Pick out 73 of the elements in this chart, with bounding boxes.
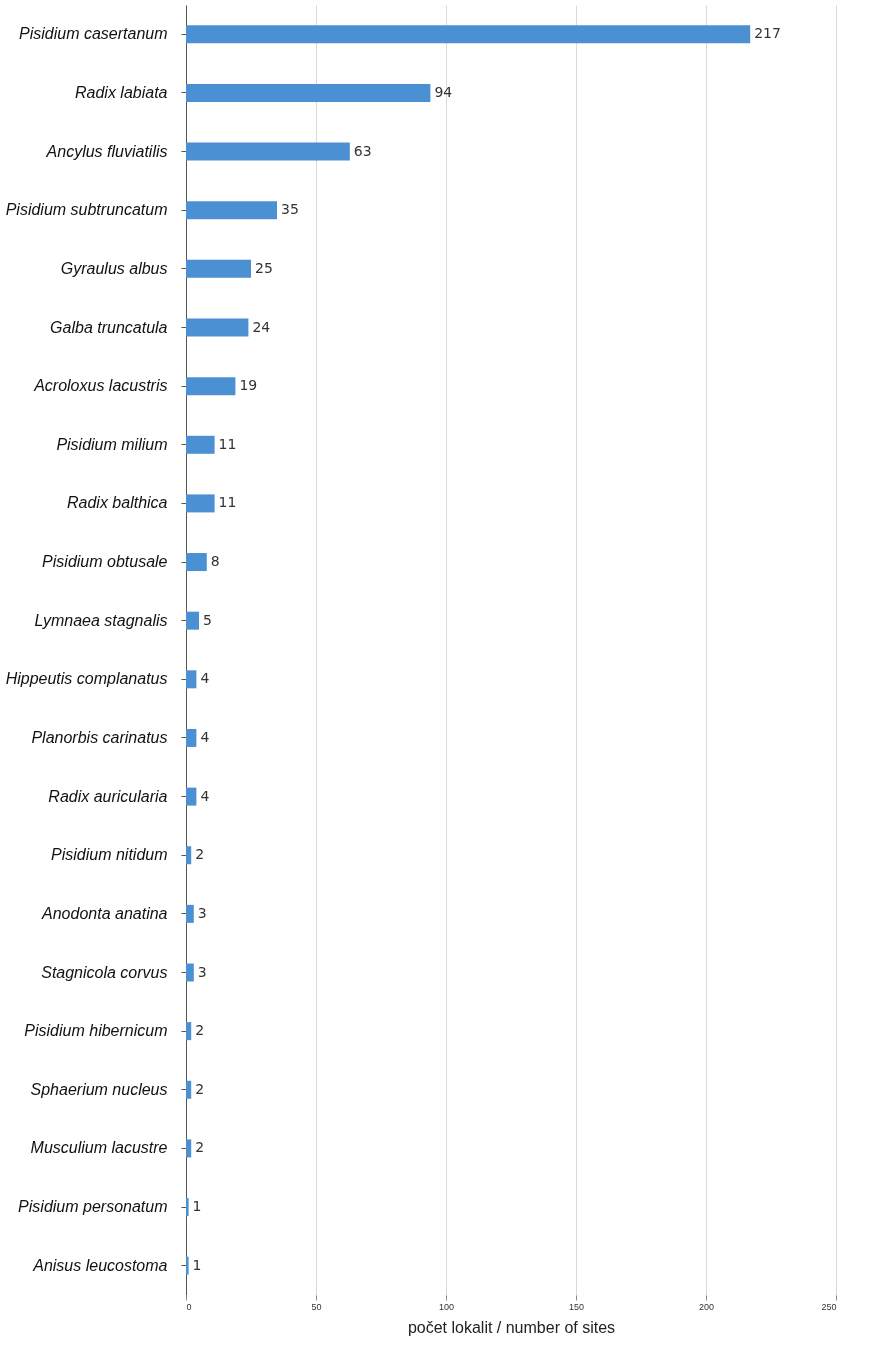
data-label: 24 (252, 318, 271, 335)
data-label: 11 (218, 494, 237, 511)
data-label: 3 (197, 963, 207, 980)
x-tick-label: 150 (568, 1301, 585, 1312)
x-tick-label: 100 (438, 1301, 455, 1312)
y-tick-label: Planorbis carinatus (31, 728, 168, 746)
data-label: 1 (192, 1256, 202, 1273)
bar (186, 787, 197, 806)
y-tick-label: Pisidium subtruncatum (5, 201, 168, 219)
data-label: 94 (434, 83, 453, 100)
bar (186, 846, 192, 865)
x-tick-label: 200 (698, 1301, 715, 1312)
bar (186, 318, 249, 337)
y-tick-label: Radix balthica (67, 494, 168, 512)
bar (186, 728, 197, 747)
y-tick-label: Anodonta anatina (41, 904, 168, 922)
bar (186, 83, 431, 102)
data-label: 2 (195, 1139, 205, 1156)
bar (186, 377, 236, 396)
data-label: 2 (195, 846, 205, 863)
x-tick-label: 250 (821, 1301, 837, 1312)
data-label: 4 (200, 670, 210, 687)
bar (186, 904, 194, 923)
x-axis-title: počet lokalit / number of sites (407, 1318, 616, 1336)
data-label: 8 (210, 553, 220, 570)
y-tick-label: Pisidium personatum (18, 1198, 168, 1216)
x-tick-label: 50 (311, 1301, 322, 1312)
bar (186, 1022, 192, 1041)
y-tick-label: Pisidium casertanum (19, 25, 168, 43)
bar (186, 670, 197, 689)
bar (186, 259, 251, 278)
y-tick-label: Radix labiata (75, 83, 168, 101)
data-label: 217 (754, 25, 781, 42)
y-tick-label: Acroloxus lacustris (33, 377, 168, 395)
data-label: 1 (192, 1198, 202, 1215)
y-tick-label: Ancylus fluviatilis (45, 142, 168, 160)
data-label: 2 (195, 1022, 205, 1039)
bar (186, 494, 215, 513)
y-tick-label: Radix auricularia (48, 787, 168, 805)
y-tick-label: Gyraulus albus (60, 259, 168, 277)
y-tick-label: Lymnaea stagnalis (34, 611, 168, 629)
data-label: 2 (195, 1080, 205, 1097)
data-label: 63 (353, 142, 372, 159)
x-tick-label: 0 (186, 1301, 192, 1312)
bar (186, 963, 194, 982)
bar (186, 1256, 189, 1275)
data-label: 35 (281, 201, 299, 218)
bar (186, 611, 199, 630)
bar (186, 142, 350, 161)
bar (186, 201, 277, 220)
bar (186, 1080, 192, 1099)
data-label: 19 (239, 377, 258, 394)
data-label: 25 (255, 259, 273, 276)
data-label: 3 (197, 904, 207, 921)
data-label: 4 (200, 787, 210, 804)
bar (186, 1139, 192, 1158)
data-label: 5 (203, 611, 212, 628)
data-label: 11 (218, 435, 237, 452)
y-tick-label: Pisidium obtusale (42, 553, 168, 571)
data-label: 4 (200, 728, 210, 745)
bar (186, 1198, 189, 1217)
y-tick-label: Pisidium milium (56, 435, 168, 453)
y-tick-label: Pisidium hibernicum (24, 1022, 168, 1040)
y-tick-label: Galba truncatula (50, 318, 168, 336)
y-tick-label: Musculium lacustre (30, 1139, 168, 1157)
bar (186, 553, 207, 572)
bar (186, 435, 215, 454)
y-tick-label: Hippeutis complanatus (5, 670, 168, 688)
y-tick-label: Stagnicola corvus (41, 963, 168, 981)
bar (186, 25, 751, 44)
y-tick-label: Pisidium nitidum (51, 846, 168, 864)
y-tick-label: Sphaerium nucleus (30, 1080, 168, 1098)
y-tick-label: Anisus leucostoma (32, 1256, 168, 1274)
